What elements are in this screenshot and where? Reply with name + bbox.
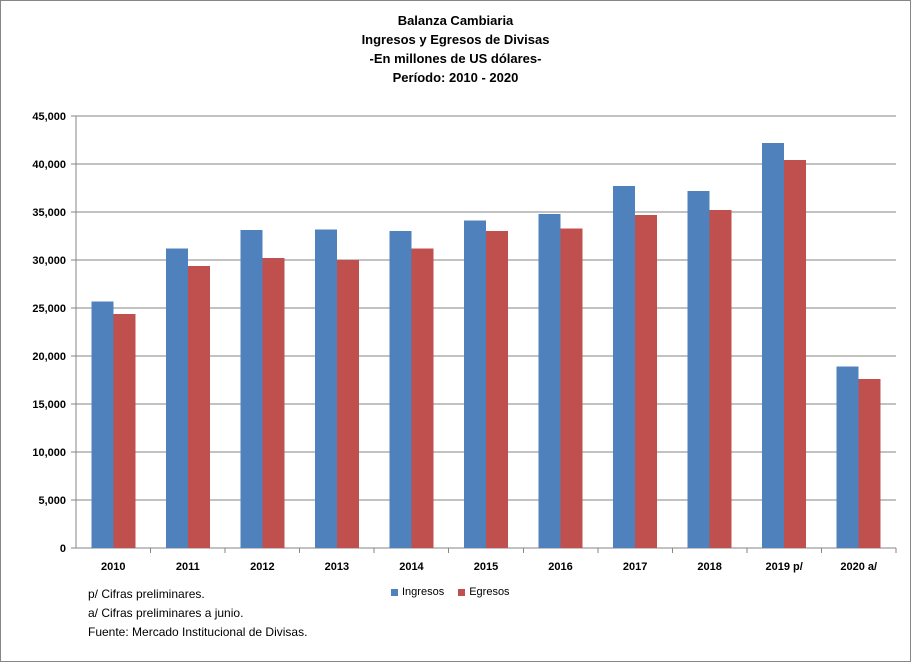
y-tick-label: 25,000 — [32, 303, 66, 315]
x-tick-label: 2016 — [548, 561, 572, 573]
title-line-3: -En millones de US dólares- — [369, 51, 542, 66]
bar-ingresos — [762, 142, 785, 548]
legend-swatch-egresos — [458, 588, 466, 596]
x-tick-label: 2019 p/ — [766, 561, 803, 573]
x-tick-label: 2012 — [250, 561, 274, 573]
y-tick-label: 40,000 — [32, 159, 66, 171]
x-tick-label: 2010 — [101, 561, 125, 573]
bar-egresos — [113, 313, 136, 548]
title-line-4: Período: 2010 - 2020 — [392, 70, 519, 85]
x-tick-label: 2013 — [325, 561, 349, 573]
bar-egresos — [858, 379, 881, 548]
legend-label-egresos: Egresos — [469, 586, 510, 598]
legend-swatch-ingresos — [391, 588, 398, 596]
footnote-source: Fuente: Mercado Institucional de Divisas… — [88, 625, 308, 639]
bar-ingresos — [165, 248, 188, 549]
title-line-2: Ingresos y Egresos de Divisas — [361, 32, 550, 47]
x-tick-label: 2017 — [623, 561, 647, 573]
bar-egresos — [187, 265, 210, 548]
y-tick-label: 30,000 — [32, 255, 66, 267]
bar-ingresos — [389, 231, 412, 548]
bar-ingresos — [314, 229, 337, 548]
bar-egresos — [709, 210, 732, 548]
y-tick-label: 5,000 — [38, 495, 66, 507]
legend-item-egresos: Egresos — [458, 586, 510, 598]
bar-ingresos — [613, 186, 636, 548]
y-tick-label: 35,000 — [32, 207, 66, 219]
bar-ingresos — [91, 301, 114, 548]
y-tick-label: 20,000 — [32, 351, 66, 363]
y-tick-label: 10,000 — [32, 447, 66, 459]
bar-egresos — [784, 160, 807, 548]
x-tick-label: 2018 — [697, 561, 721, 573]
bar-ingresos — [538, 213, 561, 549]
y-tick-label: 0 — [60, 543, 66, 555]
bar-ingresos — [240, 230, 263, 549]
x-tick-label: 2020 a/ — [840, 561, 877, 573]
x-tick-label: 2014 — [399, 561, 424, 573]
title-line-1: Balanza Cambiaria — [397, 13, 514, 28]
bar-egresos — [635, 214, 658, 548]
bar-egresos — [486, 231, 508, 548]
bar-ingresos — [464, 220, 486, 548]
bar-egresos — [262, 258, 285, 548]
chart-title: Balanza Cambiaria Ingresos y Egresos de … — [1, 11, 910, 87]
footnote-june: a/ Cifras preliminares a junio. — [88, 606, 244, 620]
legend-item-ingresos: Ingresos — [391, 586, 444, 598]
bar-egresos — [336, 260, 359, 548]
footnotes: p/ Cifras preliminares. a/ Cifras prelim… — [88, 585, 307, 642]
y-tick-label: 45,000 — [32, 111, 66, 123]
footnote-preliminary: p/ Cifras preliminares. — [88, 587, 205, 601]
bar-ingresos — [836, 366, 859, 548]
legend: Ingresos Egresos — [391, 586, 510, 598]
bar-ingresos — [687, 190, 710, 548]
x-tick-label: 2011 — [176, 561, 200, 573]
bar-egresos — [411, 248, 434, 549]
x-tick-label: 2015 — [474, 561, 498, 573]
y-tick-label: 15,000 — [32, 399, 66, 411]
legend-label-ingresos: Ingresos — [402, 586, 445, 598]
bar-egresos — [560, 228, 583, 548]
